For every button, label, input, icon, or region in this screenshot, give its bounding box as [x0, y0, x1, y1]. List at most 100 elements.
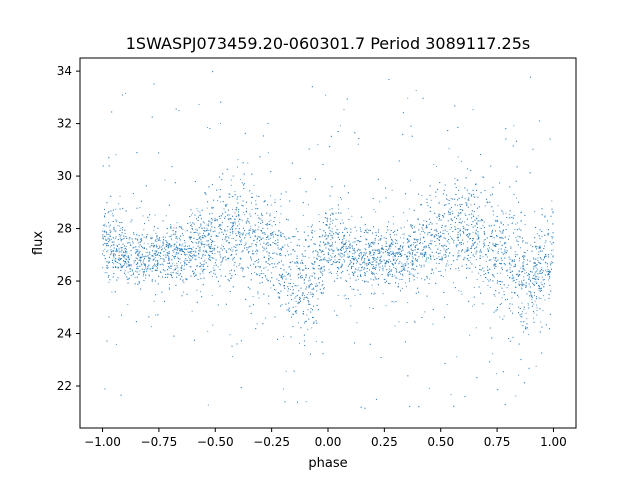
- data-point: [143, 242, 145, 244]
- data-point: [251, 173, 253, 175]
- data-point: [435, 165, 437, 167]
- data-point: [125, 254, 127, 256]
- data-point: [297, 231, 299, 233]
- data-point: [191, 228, 193, 230]
- data-point: [500, 263, 502, 265]
- data-point: [239, 231, 241, 233]
- data-point: [533, 321, 535, 323]
- data-point: [364, 263, 366, 265]
- data-point: [492, 210, 494, 212]
- data-point: [154, 257, 156, 259]
- data-point: [382, 293, 384, 295]
- data-point: [104, 223, 106, 225]
- data-point: [136, 266, 138, 268]
- data-point: [528, 278, 530, 280]
- data-point: [170, 272, 172, 274]
- data-point: [189, 251, 191, 253]
- data-point: [520, 220, 522, 222]
- data-point: [347, 253, 349, 255]
- data-point: [176, 222, 178, 224]
- data-point: [454, 222, 456, 224]
- data-point: [267, 269, 269, 271]
- data-point: [532, 305, 534, 307]
- data-point: [201, 227, 203, 229]
- data-point: [533, 292, 535, 294]
- data-point: [173, 245, 175, 247]
- data-point: [168, 287, 170, 289]
- data-point: [268, 252, 270, 254]
- data-point: [242, 232, 244, 234]
- data-point: [341, 219, 343, 221]
- data-point: [475, 229, 477, 231]
- data-point: [290, 299, 292, 301]
- data-point: [112, 261, 114, 263]
- data-point: [535, 246, 537, 248]
- data-point: [124, 257, 126, 259]
- data-point: [116, 220, 118, 222]
- data-point: [241, 234, 243, 236]
- data-point: [489, 268, 491, 270]
- data-point: [324, 257, 326, 259]
- data-point: [425, 253, 427, 255]
- data-point: [487, 284, 489, 286]
- data-point: [536, 282, 538, 284]
- data-point: [292, 261, 294, 263]
- data-point: [239, 236, 241, 238]
- data-point: [142, 256, 144, 258]
- data-point: [421, 317, 423, 318]
- data-point: [239, 240, 241, 242]
- data-point: [318, 277, 320, 279]
- data-point: [486, 256, 488, 258]
- data-point: [448, 212, 450, 214]
- data-point: [207, 234, 209, 236]
- data-point: [392, 252, 394, 254]
- data-point: [184, 253, 186, 255]
- data-point: [521, 313, 523, 315]
- data-point: [316, 285, 318, 287]
- data-point: [352, 241, 354, 243]
- data-point: [341, 264, 343, 266]
- data-point: [264, 275, 266, 277]
- data-point: [370, 245, 372, 247]
- data-point: [456, 244, 458, 246]
- data-point: [209, 221, 211, 223]
- data-point: [107, 249, 109, 251]
- data-point: [129, 243, 131, 245]
- data-point: [199, 237, 201, 239]
- data-point: [346, 269, 348, 271]
- data-point: [226, 168, 228, 170]
- data-point: [513, 125, 515, 127]
- data-point: [540, 287, 542, 289]
- data-point: [551, 268, 553, 270]
- data-point: [511, 216, 513, 218]
- data-point: [440, 250, 442, 252]
- data-point: [401, 262, 403, 264]
- data-point: [248, 222, 250, 224]
- data-point: [335, 225, 337, 227]
- data-point: [242, 270, 244, 272]
- data-point: [241, 266, 243, 268]
- data-point: [165, 215, 167, 217]
- data-point: [170, 227, 172, 229]
- data-point: [504, 251, 506, 253]
- data-point: [514, 292, 516, 294]
- data-point: [373, 252, 375, 254]
- data-point: [373, 249, 375, 251]
- data-point: [182, 279, 184, 281]
- data-point: [454, 216, 456, 218]
- data-point: [242, 276, 244, 278]
- data-point: [454, 198, 456, 200]
- data-point: [499, 237, 501, 239]
- data-point: [457, 231, 459, 233]
- data-point: [280, 233, 282, 235]
- data-point: [455, 193, 457, 195]
- data-point: [383, 237, 385, 239]
- data-point: [198, 256, 200, 258]
- data-point: [222, 213, 224, 215]
- data-point: [469, 257, 471, 259]
- data-point: [126, 278, 128, 280]
- data-point: [135, 252, 137, 254]
- data-point: [197, 210, 199, 212]
- data-point: [474, 242, 476, 244]
- data-point: [102, 230, 104, 232]
